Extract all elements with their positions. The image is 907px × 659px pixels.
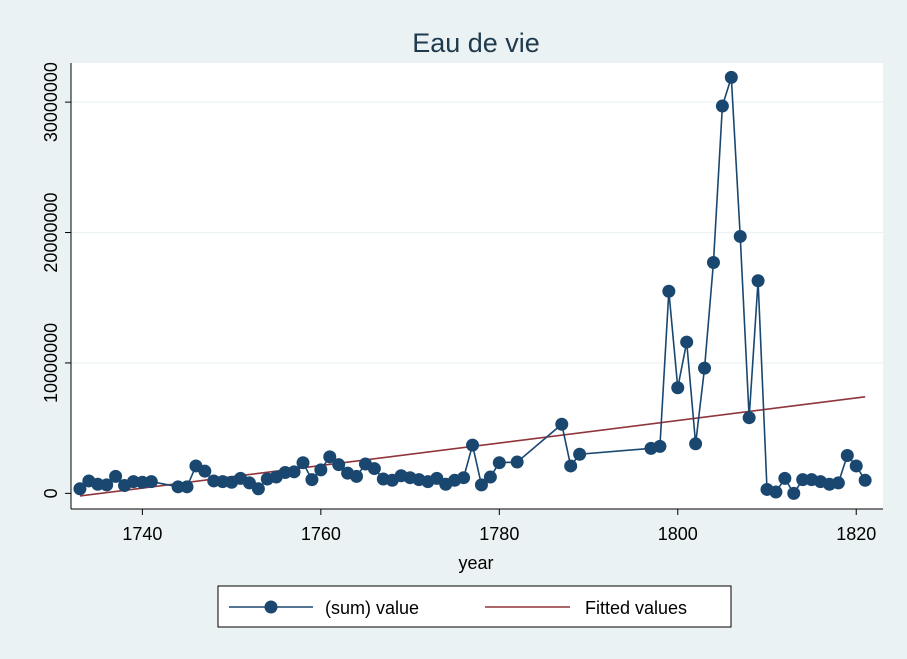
- data-point-1821: [858, 473, 872, 487]
- data-point-1776: [457, 471, 471, 485]
- data-point-1758: [296, 456, 310, 470]
- data-point-1800: [671, 381, 685, 395]
- chart-title: Eau de vie: [412, 28, 540, 58]
- data-point-1764: [350, 469, 364, 483]
- data-point-1813: [787, 486, 801, 500]
- x-axis-label: year: [458, 553, 493, 573]
- data-point-1814: [796, 473, 810, 487]
- sum-value-series: [73, 70, 872, 500]
- data-point-1806: [724, 70, 738, 84]
- data-point-1744: [171, 480, 185, 494]
- data-point-1789: [573, 447, 587, 461]
- data-point-1741: [144, 475, 158, 489]
- data-point-1778: [474, 478, 488, 492]
- data-point-1787: [555, 417, 569, 431]
- grid-lines: [71, 101, 883, 364]
- legend-label-sum-value: (sum) value: [325, 598, 419, 618]
- y-tick-label-1: 10000000: [41, 323, 61, 403]
- data-point-1779: [483, 470, 497, 484]
- data-point-1733: [73, 482, 87, 496]
- data-point-1780: [492, 456, 506, 470]
- data-point-1801: [680, 335, 694, 349]
- data-point-1782: [510, 455, 524, 469]
- data-point-1737: [109, 469, 123, 483]
- data-point-1788: [564, 459, 578, 473]
- legend-label-fitted-values: Fitted values: [585, 598, 687, 618]
- data-point-1760: [314, 463, 328, 477]
- data-point-1757: [287, 465, 301, 479]
- x-axis-ticks: 1740 1760 1780 1800 1820: [122, 509, 876, 544]
- data-point-1804: [706, 256, 720, 270]
- axes: [70, 63, 883, 510]
- legend-series-marker: [264, 600, 278, 614]
- data-point-1798: [653, 439, 667, 453]
- y-tick-label-0: 0: [41, 488, 61, 498]
- y-axis-ticks: 0 10000000 20000000 30000000: [41, 62, 71, 498]
- x-tick-label-2: 1780: [479, 524, 519, 544]
- data-point-1753: [251, 482, 265, 496]
- x-tick-label-3: 1800: [658, 524, 698, 544]
- data-point-1809: [751, 274, 765, 288]
- data-point-1803: [698, 361, 712, 375]
- data-point-1745: [180, 480, 194, 494]
- data-point-1811: [769, 485, 783, 499]
- legend: (sum) value Fitted values: [217, 585, 732, 628]
- x-tick-label-4: 1820: [836, 524, 876, 544]
- data-point-1747: [198, 464, 212, 478]
- data-point-1820: [849, 459, 863, 473]
- x-tick-label-0: 1740: [122, 524, 162, 544]
- x-tick-label-1: 1760: [301, 524, 341, 544]
- data-point-1807: [733, 229, 747, 243]
- data-point-1759: [305, 473, 319, 487]
- data-point-1736: [100, 478, 114, 492]
- data-point-1812: [778, 471, 792, 485]
- data-point-1805: [715, 99, 729, 113]
- y-tick-label-3: 30000000: [41, 62, 61, 142]
- y-tick-label-2: 20000000: [41, 192, 61, 272]
- data-point-1818: [831, 476, 845, 490]
- data-point-1762: [332, 458, 346, 472]
- data-point-1761: [323, 450, 337, 464]
- data-point-1819: [840, 449, 854, 463]
- data-point-1802: [689, 437, 703, 451]
- data-point-1799: [662, 284, 676, 298]
- data-point-1777: [466, 438, 480, 452]
- data-point-1808: [742, 411, 756, 425]
- plot-area: [71, 63, 883, 509]
- data-point-1766: [367, 462, 381, 476]
